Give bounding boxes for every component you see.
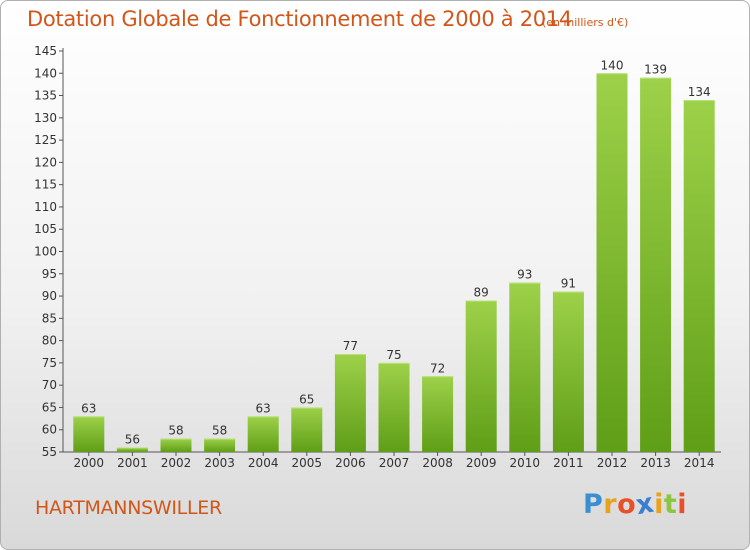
y-tick-label: 60 <box>42 423 57 437</box>
bar-value-label: 63 <box>256 401 271 415</box>
y-tick-label: 65 <box>42 400 57 414</box>
x-tick-label: 2009 <box>466 456 497 470</box>
chart-title: Dotation Globale de Fonctionnement de 20… <box>27 7 572 31</box>
bars <box>73 73 715 453</box>
y-tick-label: 80 <box>42 334 57 348</box>
y-tick-label: 125 <box>34 133 57 147</box>
bar-value-label: 56 <box>125 433 140 447</box>
bar <box>204 438 236 452</box>
bar-value-label: 139 <box>644 63 667 77</box>
x-tick-label: 2011 <box>553 456 584 470</box>
logo-letter: o <box>617 489 637 520</box>
x-tick-label: 2013 <box>640 456 671 470</box>
bar <box>640 77 672 452</box>
bar-value-label: 75 <box>386 348 401 362</box>
logo-letter: P <box>583 489 604 520</box>
x-tick-label: 2005 <box>292 456 323 470</box>
proxiti-logo: Proxiti <box>583 488 688 522</box>
logo-letter: t <box>663 489 678 520</box>
y-tick-label: 95 <box>42 267 57 281</box>
x-tick-label: 2007 <box>379 456 410 470</box>
y-tick-label: 55 <box>42 445 57 459</box>
bar-value-label: 65 <box>299 392 314 406</box>
bar-value-label: 63 <box>81 401 96 415</box>
bar-value-label: 89 <box>474 286 489 300</box>
x-tick-label: 2012 <box>597 456 628 470</box>
bar <box>422 376 454 452</box>
bar <box>378 362 410 452</box>
chart-unit: (en milliers d'€) <box>542 16 629 29</box>
bar-value-label: 77 <box>343 339 358 353</box>
y-tick-label: 130 <box>34 111 57 125</box>
x-tick-label: 2001 <box>117 456 148 470</box>
y-tick-label: 90 <box>42 289 57 303</box>
bar <box>683 100 715 452</box>
x-tick-label: 2008 <box>422 456 453 470</box>
y-tick-label: 135 <box>34 89 57 103</box>
bar <box>247 416 279 452</box>
y-tick-label: 110 <box>34 200 57 214</box>
y-tick-label: 75 <box>42 356 57 370</box>
x-tick-label: 2000 <box>74 456 105 470</box>
y-tick-label: 145 <box>34 44 57 58</box>
bar <box>552 291 584 452</box>
x-tick-label: 2014 <box>684 456 715 470</box>
bar-value-label: 91 <box>561 277 576 291</box>
axes: 55 60 65 70 75 80 85 90 95 100 105 110 115 120 125 130 1… <box>34 44 721 470</box>
x-tick-label: 2004 <box>248 456 279 470</box>
bar <box>116 447 148 452</box>
bar <box>334 353 366 452</box>
bar <box>73 416 105 452</box>
x-tick-label: 2010 <box>510 456 541 470</box>
x-tick-label: 2003 <box>204 456 235 470</box>
y-tick-label: 70 <box>42 378 57 392</box>
y-tick-label: 115 <box>34 178 57 192</box>
bar-value-label: 58 <box>212 424 227 438</box>
bar <box>596 73 628 453</box>
bar <box>291 407 323 452</box>
bar <box>509 282 541 452</box>
y-tick-label: 100 <box>34 245 57 259</box>
bar-value-label: 93 <box>517 268 532 282</box>
bar-value-label: 134 <box>688 85 711 99</box>
bar-value-label: 72 <box>430 361 445 375</box>
bar-value-label: 140 <box>601 58 624 72</box>
logo-letter: i <box>677 489 688 520</box>
bar-value-label: 58 <box>168 424 183 438</box>
data-labels: 63 56 58 58 63 65 77 75 72 89 93 91 140 139 134 <box>81 58 710 446</box>
y-tick-label: 140 <box>34 66 57 80</box>
x-tick-label: 2006 <box>335 456 366 470</box>
y-tick-label: 85 <box>42 311 57 325</box>
y-tick-label: 120 <box>34 155 57 169</box>
logo-letter: r <box>603 489 618 520</box>
bar <box>160 438 192 452</box>
x-tick-label: 2002 <box>161 456 192 470</box>
y-tick-label: 105 <box>34 222 57 236</box>
logo-letter: i <box>654 489 664 520</box>
commune-name: HARTMANNSWILLER <box>35 497 222 519</box>
bar <box>465 300 497 452</box>
